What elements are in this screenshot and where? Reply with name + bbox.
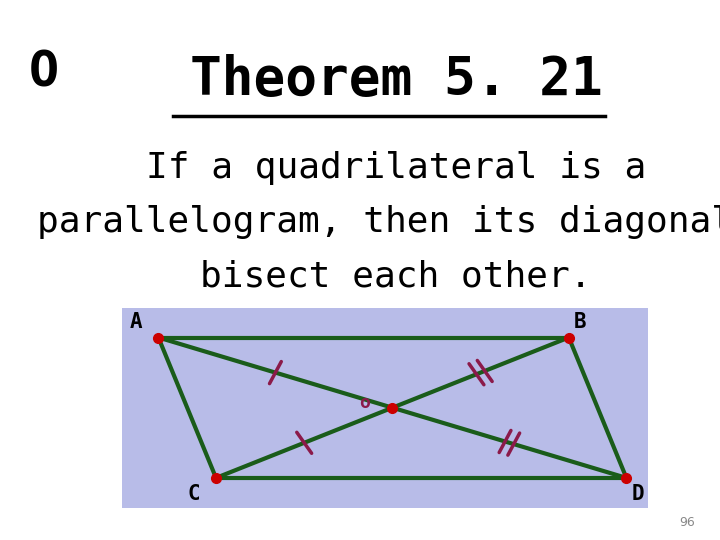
Text: If a quadrilateral is a: If a quadrilateral is a: [146, 151, 646, 185]
Text: O: O: [29, 49, 59, 97]
Text: B: B: [574, 312, 586, 332]
Text: o: o: [359, 394, 371, 413]
Text: bisect each other.: bisect each other.: [200, 259, 592, 293]
Text: 96: 96: [679, 516, 695, 529]
Text: A: A: [130, 312, 143, 332]
Bar: [122, 308, 648, 508]
Text: parallelogram, then its diagonals: parallelogram, then its diagonals: [37, 205, 720, 239]
Text: Theorem 5. 21: Theorem 5. 21: [189, 54, 603, 106]
Text: D: D: [631, 484, 644, 504]
Text: C: C: [187, 484, 200, 504]
